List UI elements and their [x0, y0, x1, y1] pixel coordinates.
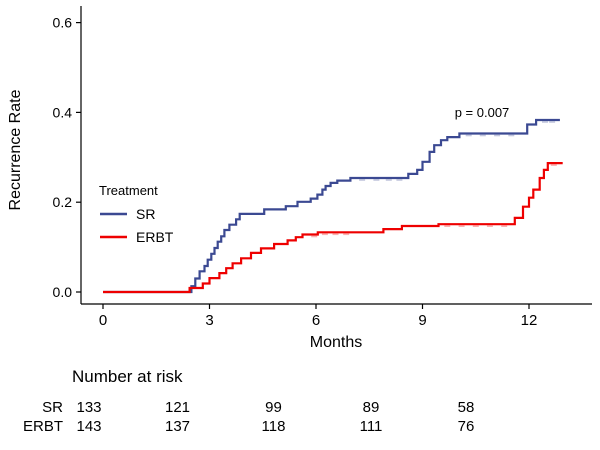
y-tick-label: 0.0 — [53, 284, 73, 300]
p-value-annotation: p = 0.007 — [455, 105, 510, 120]
risk-row-label-erbt: ERBT — [23, 418, 63, 435]
risk-count-erbt: 111 — [360, 418, 383, 435]
x-tick-label: 9 — [418, 312, 426, 329]
x-tick-label: 6 — [312, 312, 320, 329]
legend: Treatment SR ERBT — [99, 183, 174, 245]
legend-title: Treatment — [99, 183, 158, 198]
risk-count-erbt: 143 — [76, 418, 101, 435]
y-tick-label: 0.2 — [53, 194, 73, 210]
risk-row-label-sr: SR — [42, 399, 63, 416]
y-axis-title: Recurrence Rate — [7, 89, 24, 210]
risk-count-sr: 99 — [265, 399, 282, 416]
curve-sr — [103, 118, 560, 294]
x-tick-label: 0 — [99, 312, 107, 329]
x-tick-label: 3 — [205, 312, 213, 329]
censor-marks — [311, 121, 557, 238]
risk-count-sr: 133 — [76, 399, 101, 416]
risk-count-erbt: 137 — [165, 418, 190, 435]
risk-count-sr: 89 — [363, 399, 380, 416]
y-tick-label: 0.6 — [53, 15, 73, 31]
risk-table-title: Number at risk — [72, 367, 183, 386]
y-axis-ticks: 0.0 0.2 0.4 0.6 — [53, 15, 81, 300]
risk-count-erbt: 118 — [262, 418, 286, 435]
risk-table-values: 133 121 99 89 58 143 137 118 111 76 — [76, 399, 474, 435]
x-tick-label: 12 — [521, 312, 538, 329]
survival-curves — [103, 118, 563, 294]
curve-erbt — [103, 162, 563, 294]
risk-table: Number at risk SR ERBT — [23, 367, 183, 435]
risk-count-erbt: 76 — [458, 418, 475, 435]
legend-label-erbt: ERBT — [136, 229, 174, 245]
x-axis-title: Months — [310, 334, 362, 351]
legend-label-sr: SR — [136, 206, 155, 222]
x-axis-ticks: 0 3 6 9 12 — [99, 304, 538, 329]
risk-count-sr: 121 — [165, 399, 190, 416]
y-tick-label: 0.4 — [53, 104, 73, 120]
risk-count-sr: 58 — [458, 399, 475, 416]
